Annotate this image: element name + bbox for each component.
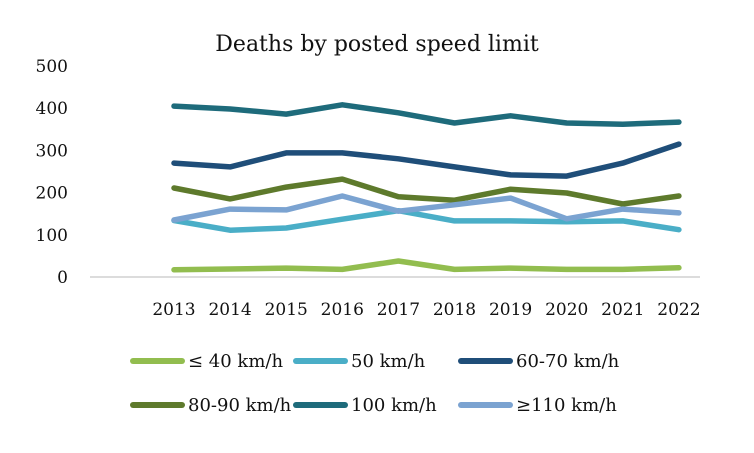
legend-item: 80-90 km/h bbox=[130, 395, 292, 416]
series-line-1 bbox=[171, 207, 682, 233]
y-tick-label: 500 bbox=[36, 57, 68, 77]
x-tick-label: 2018 bbox=[433, 300, 476, 320]
x-tick-label: 2022 bbox=[657, 300, 700, 320]
series-line-3 bbox=[171, 176, 682, 207]
y-tick-label: 200 bbox=[36, 184, 68, 204]
legend-item: 50 km/h bbox=[293, 351, 426, 372]
x-tick-label: 2014 bbox=[208, 300, 251, 320]
legend-label: ≥110 km/h bbox=[516, 395, 617, 416]
legend-item: ≤ 40 km/h bbox=[130, 351, 283, 372]
plot-area bbox=[171, 102, 682, 273]
legend-item: ≥110 km/h bbox=[458, 395, 617, 416]
legend-label: ≤ 40 km/h bbox=[188, 351, 283, 372]
legend: ≤ 40 km/h 50 km/h 60-70 km/h 80-90 km/h 100 … bbox=[130, 351, 620, 416]
x-tick-label: 2019 bbox=[489, 300, 532, 320]
legend-item: 60-70 km/h bbox=[458, 351, 620, 372]
y-axis: 0 100 200 300 400 500 bbox=[36, 57, 68, 288]
series-line-0 bbox=[171, 258, 682, 273]
x-tick-label: 2013 bbox=[152, 300, 195, 320]
legend-label: 100 km/h bbox=[351, 395, 437, 416]
x-tick-label: 2015 bbox=[265, 300, 308, 320]
y-tick-label: 100 bbox=[36, 226, 68, 246]
x-tick-label: 2016 bbox=[321, 300, 364, 320]
x-tick-label: 2017 bbox=[377, 300, 420, 320]
x-axis: 2013 2014 2015 2016 2017 2018 2019 2020 2021 2022 bbox=[152, 300, 700, 320]
legend-label: 80-90 km/h bbox=[188, 395, 292, 416]
series-line-2 bbox=[171, 141, 682, 179]
x-tick-label: 2020 bbox=[545, 300, 588, 320]
legend-label: 50 km/h bbox=[351, 351, 426, 372]
series-line-4 bbox=[171, 102, 682, 127]
y-tick-label: 0 bbox=[57, 268, 68, 288]
y-tick-label: 400 bbox=[36, 99, 68, 119]
x-tick-label: 2021 bbox=[601, 300, 644, 320]
y-tick-label: 300 bbox=[36, 141, 68, 161]
chart-title: Deaths by posted speed limit bbox=[215, 32, 539, 57]
legend-label: 60-70 km/h bbox=[516, 351, 620, 372]
legend-item: 100 km/h bbox=[293, 395, 437, 416]
series-line-5 bbox=[171, 193, 682, 223]
